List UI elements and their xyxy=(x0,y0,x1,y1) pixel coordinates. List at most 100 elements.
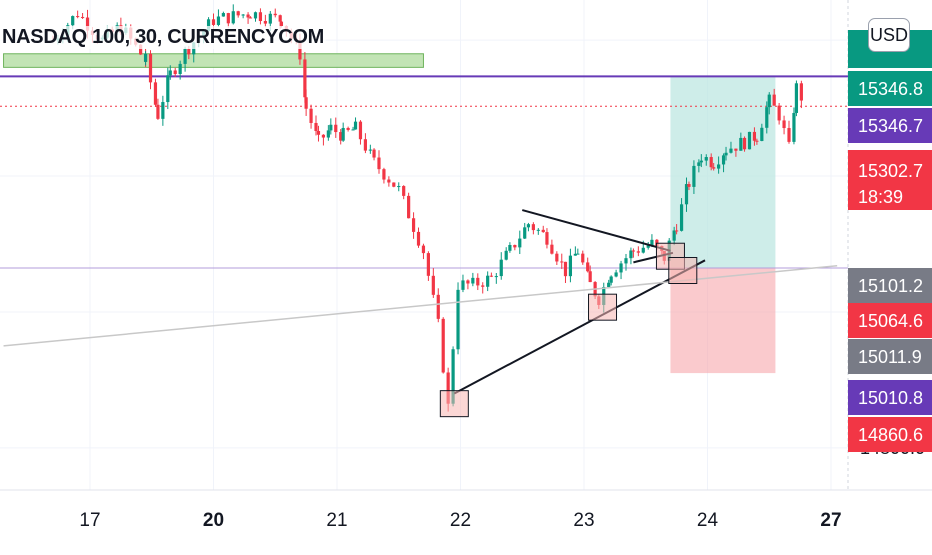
candle xyxy=(178,63,182,75)
candle xyxy=(451,349,455,404)
candle xyxy=(236,11,240,16)
candle xyxy=(721,155,726,165)
candle xyxy=(755,140,759,142)
pivot-box xyxy=(588,293,618,321)
x-tick-label: 27 xyxy=(820,510,841,531)
candle xyxy=(609,276,613,283)
trendline-ascending xyxy=(453,259,706,395)
price-tag-value: 15010.8 xyxy=(858,388,923,408)
candle xyxy=(241,14,245,16)
candle xyxy=(426,253,430,276)
price-tag xyxy=(848,150,932,210)
currency-button[interactable]: USD xyxy=(868,18,910,52)
candle xyxy=(729,148,733,153)
candle xyxy=(650,239,654,246)
price-tag xyxy=(848,380,932,415)
candle xyxy=(273,13,277,16)
candle xyxy=(304,97,308,109)
candle xyxy=(411,218,416,232)
candle xyxy=(71,16,75,26)
candle xyxy=(156,104,160,119)
candle xyxy=(216,16,221,25)
candle xyxy=(576,253,580,255)
candle xyxy=(387,179,391,183)
candle xyxy=(629,250,633,259)
candle xyxy=(263,21,267,24)
pivot-box xyxy=(439,390,469,418)
candle xyxy=(526,224,531,228)
candle xyxy=(624,258,628,264)
candle xyxy=(672,230,676,241)
price-tag-value: 15302.7 xyxy=(858,161,923,181)
price-tag-value: 15064.6 xyxy=(858,311,923,331)
candle xyxy=(334,124,338,133)
x-tick-label: 24 xyxy=(697,510,719,531)
x-tick-label: 23 xyxy=(573,510,594,531)
candle xyxy=(619,263,623,273)
price-tag xyxy=(848,417,932,452)
candle xyxy=(303,59,307,98)
candle xyxy=(231,11,235,24)
candle xyxy=(363,139,368,151)
candle xyxy=(712,167,716,169)
candle xyxy=(675,230,679,232)
candle xyxy=(684,184,689,205)
candle xyxy=(772,94,776,106)
candle xyxy=(421,245,426,254)
candle xyxy=(777,105,781,121)
candle xyxy=(377,157,381,170)
candle xyxy=(321,134,326,138)
candle xyxy=(173,70,177,75)
x-tick-label: 20 xyxy=(203,510,224,531)
candle xyxy=(581,253,585,263)
candle xyxy=(541,229,545,233)
candle xyxy=(278,15,282,22)
candle xyxy=(787,128,791,142)
candle xyxy=(799,83,803,101)
price-tag-value: 15346.7 xyxy=(858,116,923,136)
candle xyxy=(314,122,318,131)
candle xyxy=(85,17,90,31)
candle xyxy=(397,186,401,188)
price-tag xyxy=(848,71,932,106)
supply-zone xyxy=(3,53,424,68)
candle xyxy=(699,160,703,163)
candle xyxy=(316,130,321,135)
candle xyxy=(573,253,577,256)
candle xyxy=(486,275,490,287)
candle xyxy=(545,232,549,245)
price-tag xyxy=(848,268,932,303)
candle xyxy=(504,250,508,260)
candle xyxy=(466,280,470,284)
price-tag xyxy=(848,339,932,374)
trendline-descending xyxy=(521,209,671,252)
pivot-box xyxy=(668,256,698,284)
chart-title: NASDAQ 100, 30, CURRENCYCOM xyxy=(0,26,326,49)
candle xyxy=(298,40,302,60)
candle xyxy=(794,83,799,113)
candle xyxy=(739,137,743,151)
candle xyxy=(183,48,187,64)
candle xyxy=(494,276,498,278)
candle xyxy=(246,14,250,18)
candle xyxy=(80,16,85,18)
candle xyxy=(446,372,450,404)
candle xyxy=(646,245,650,248)
candle xyxy=(742,137,747,150)
candle xyxy=(76,16,80,18)
candle xyxy=(431,275,435,295)
candle xyxy=(309,108,313,123)
candle xyxy=(568,255,573,277)
price-tag-value: 14860.6 xyxy=(858,425,923,445)
candle xyxy=(221,13,225,17)
candle xyxy=(550,244,554,254)
candle xyxy=(792,112,796,142)
x-tick-label: 21 xyxy=(326,510,347,531)
candle xyxy=(258,12,263,22)
candle xyxy=(461,280,465,290)
candle xyxy=(476,277,480,286)
candle xyxy=(631,250,635,252)
candle xyxy=(636,251,640,253)
